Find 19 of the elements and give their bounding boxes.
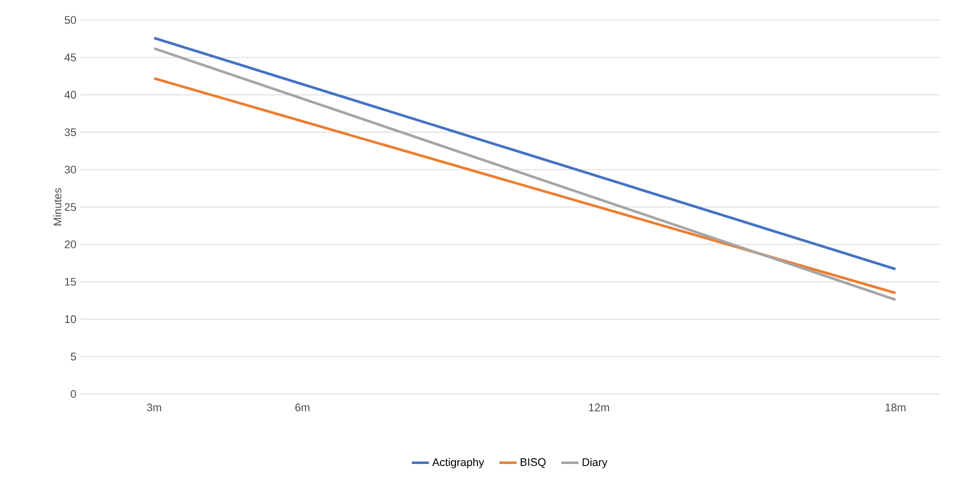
legend-label: Diary xyxy=(582,458,608,468)
y-tick-label: 50 xyxy=(64,16,76,24)
legend-label: Actigraphy xyxy=(432,458,484,468)
y-tick-label: 40 xyxy=(64,90,76,99)
x-tick-label: 18m xyxy=(886,404,906,412)
y-tick-label: 25 xyxy=(64,203,76,211)
y-tick-label: 30 xyxy=(64,166,76,174)
y-tick-label: 0 xyxy=(70,390,76,398)
x-tick-label: 12m xyxy=(589,404,609,412)
x-tick-label: 3m xyxy=(146,404,162,412)
y-tick-label: 5 xyxy=(70,352,76,360)
y-tick-label: 45 xyxy=(64,54,76,62)
y-tick-label: 35 xyxy=(64,128,76,136)
y-axis-title: Minutes xyxy=(53,188,62,226)
x-tick-label: 6m xyxy=(295,404,310,412)
legend-label: BISQ xyxy=(520,458,546,468)
y-tick-label: 20 xyxy=(64,240,76,248)
y-tick-label: 10 xyxy=(65,315,76,324)
y-tick-label: 15 xyxy=(65,278,76,286)
